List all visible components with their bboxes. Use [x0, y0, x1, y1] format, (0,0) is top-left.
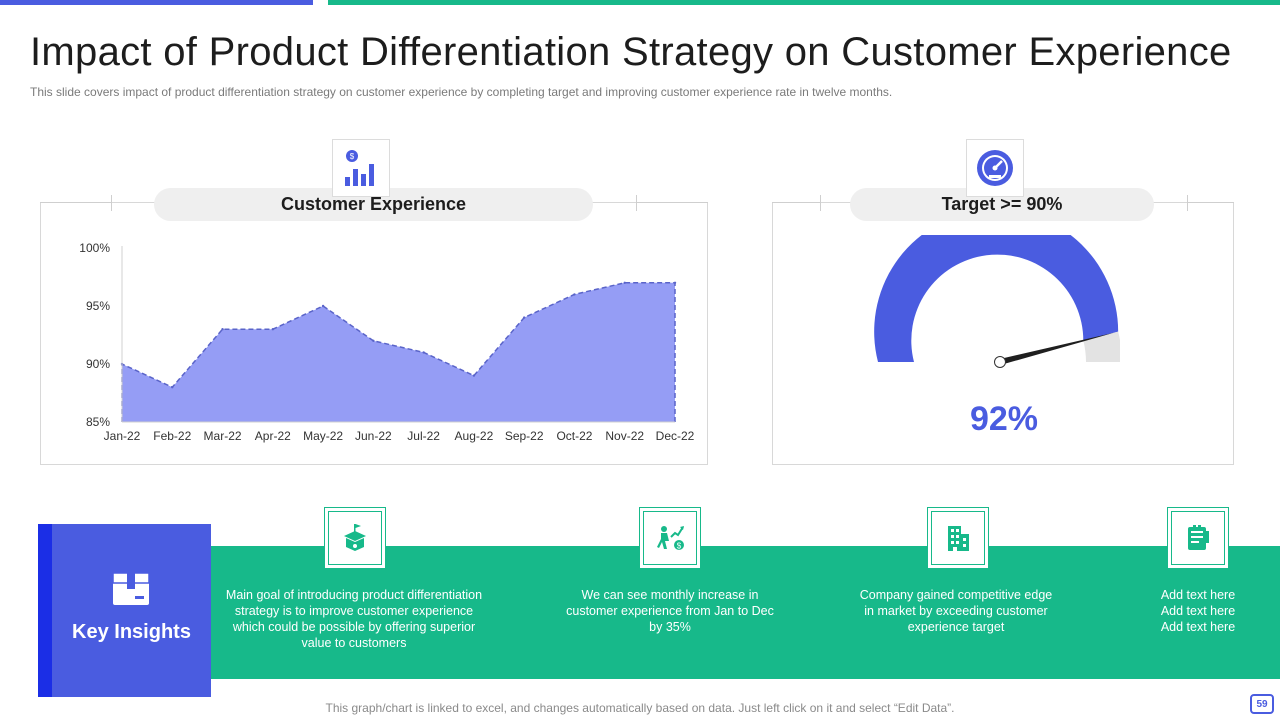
- chart-y-tick-label: 95%: [86, 299, 110, 313]
- chart-x-tick-label: Apr-22: [255, 429, 291, 443]
- panel-bracket-line: [772, 202, 820, 203]
- chart-data-point: [522, 316, 526, 319]
- chart-x-tick-label: Jun-22: [355, 429, 392, 443]
- insight-text-1: Main goal of introducing product differe…: [225, 588, 483, 650]
- svg-text:$: $: [350, 152, 355, 161]
- top-accent-bar-green: [328, 0, 1280, 5]
- chart-data-point: [321, 304, 325, 308]
- svg-text:$: $: [677, 542, 682, 551]
- chart-data-point: [171, 386, 174, 389]
- panel-bracket-tick: [111, 195, 112, 211]
- insights-band: [211, 546, 1280, 679]
- chart-data-point: [673, 281, 677, 284]
- chart-data-point: [472, 374, 476, 377]
- office-building-icon: [927, 507, 989, 569]
- chart-area-fill: [122, 282, 675, 422]
- chart-data-point: [372, 339, 375, 342]
- page-number-badge: 59: [1250, 694, 1274, 714]
- panel-bracket-line: [636, 202, 708, 203]
- gauge-needle: [999, 332, 1115, 365]
- customer-experience-area-chart: 85% 90% 95% 100% Jan-22 Feb-22 Mar-22 Apr-22 May…: [79, 241, 695, 443]
- speedometer-icon: [966, 139, 1024, 197]
- chart-x-tick-label: Dec-22: [656, 429, 695, 443]
- chart-data-point: [271, 328, 275, 331]
- gauge-needle-hub: [994, 356, 1006, 368]
- chart-x-tick-label: May-22: [303, 429, 343, 443]
- growth-climb-icon: $: [639, 507, 701, 569]
- key-insights-box: Key Insights: [52, 524, 211, 697]
- chart-x-tick-label: Jul-22: [407, 429, 440, 443]
- slide-title: Impact of Product Differentiation Strate…: [30, 30, 1232, 74]
- chart-x-tick-label: Mar-22: [204, 429, 242, 443]
- target-gauge: [874, 235, 1120, 368]
- panel-bracket-line: [40, 202, 112, 203]
- key-insights-stripe: [38, 524, 52, 697]
- gauge-value-label: 92%: [969, 400, 1039, 438]
- top-accent-bar-blue: [0, 0, 313, 5]
- panel-bracket-line: [1187, 202, 1234, 203]
- panel-bracket-tick: [1187, 195, 1188, 211]
- chart-data-point: [573, 293, 576, 296]
- finance-bar-chart-icon: $: [332, 139, 390, 197]
- chart-data-point: [221, 328, 224, 331]
- chart-x-tick-label: Jan-22: [104, 429, 141, 443]
- gauge-remainder-arc: [1083, 331, 1120, 362]
- insight-text-3: Company gained competitive edge in marke…: [859, 588, 1053, 634]
- insight-text-4: Add text here Add text here Add text her…: [1160, 588, 1236, 634]
- chart-data-point: [623, 281, 626, 284]
- gauge-value-arc: [874, 235, 1119, 362]
- chart-data-point: [422, 351, 425, 354]
- insight-text-2: We can see monthly increase in customer …: [566, 588, 774, 634]
- target-heading: Target >= 90%: [850, 188, 1154, 221]
- chart-x-tick-label: Feb-22: [153, 429, 191, 443]
- open-box-icon: [111, 569, 151, 612]
- box-delivery-icon: [324, 507, 386, 569]
- chart-x-tick-label: Oct-22: [556, 429, 592, 443]
- chart-x-tick-label: Aug-22: [455, 429, 494, 443]
- report-document-icon: [1167, 507, 1229, 569]
- panel-bracket-tick: [636, 195, 637, 211]
- key-insights-title: Key Insights: [72, 621, 191, 643]
- chart-y-tick-label: 85%: [86, 415, 110, 429]
- chart-x-tick-label: Sep-22: [505, 429, 544, 443]
- chart-y-tick-label: 100%: [79, 241, 110, 255]
- panel-bracket-tick: [820, 195, 821, 211]
- chart-y-tick-label: 90%: [86, 357, 110, 371]
- chart-x-tick-label: Nov-22: [605, 429, 644, 443]
- footer-note: This graph/chart is linked to excel, and…: [325, 701, 955, 715]
- slide-subtitle: This slide covers impact of product diff…: [30, 85, 893, 99]
